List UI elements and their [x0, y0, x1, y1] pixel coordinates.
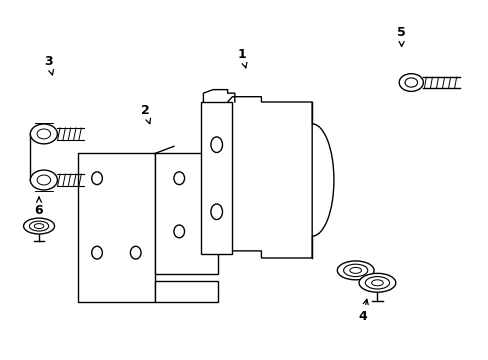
Ellipse shape: [174, 225, 184, 238]
Text: 4: 4: [358, 299, 367, 323]
Ellipse shape: [92, 246, 102, 259]
Text: 5: 5: [396, 26, 405, 46]
Text: 3: 3: [44, 55, 53, 75]
Ellipse shape: [404, 78, 417, 87]
Ellipse shape: [37, 175, 51, 185]
Ellipse shape: [37, 129, 51, 139]
Text: 6: 6: [35, 197, 43, 217]
Polygon shape: [78, 153, 155, 302]
Ellipse shape: [29, 221, 49, 231]
Ellipse shape: [210, 137, 222, 153]
Ellipse shape: [30, 124, 57, 144]
Ellipse shape: [174, 172, 184, 185]
Ellipse shape: [92, 172, 102, 185]
Ellipse shape: [337, 261, 373, 280]
Ellipse shape: [30, 170, 57, 190]
Ellipse shape: [23, 218, 54, 234]
Polygon shape: [155, 153, 218, 274]
Ellipse shape: [398, 74, 423, 91]
FancyBboxPatch shape: [201, 102, 232, 255]
Ellipse shape: [130, 246, 141, 259]
Ellipse shape: [210, 204, 222, 220]
Polygon shape: [155, 281, 218, 302]
Ellipse shape: [365, 276, 389, 289]
Text: 2: 2: [141, 104, 150, 124]
Ellipse shape: [343, 264, 367, 276]
Ellipse shape: [358, 273, 395, 292]
Ellipse shape: [34, 224, 44, 229]
Text: 1: 1: [237, 48, 246, 68]
Polygon shape: [227, 97, 311, 258]
Ellipse shape: [349, 267, 361, 273]
Ellipse shape: [371, 280, 383, 286]
